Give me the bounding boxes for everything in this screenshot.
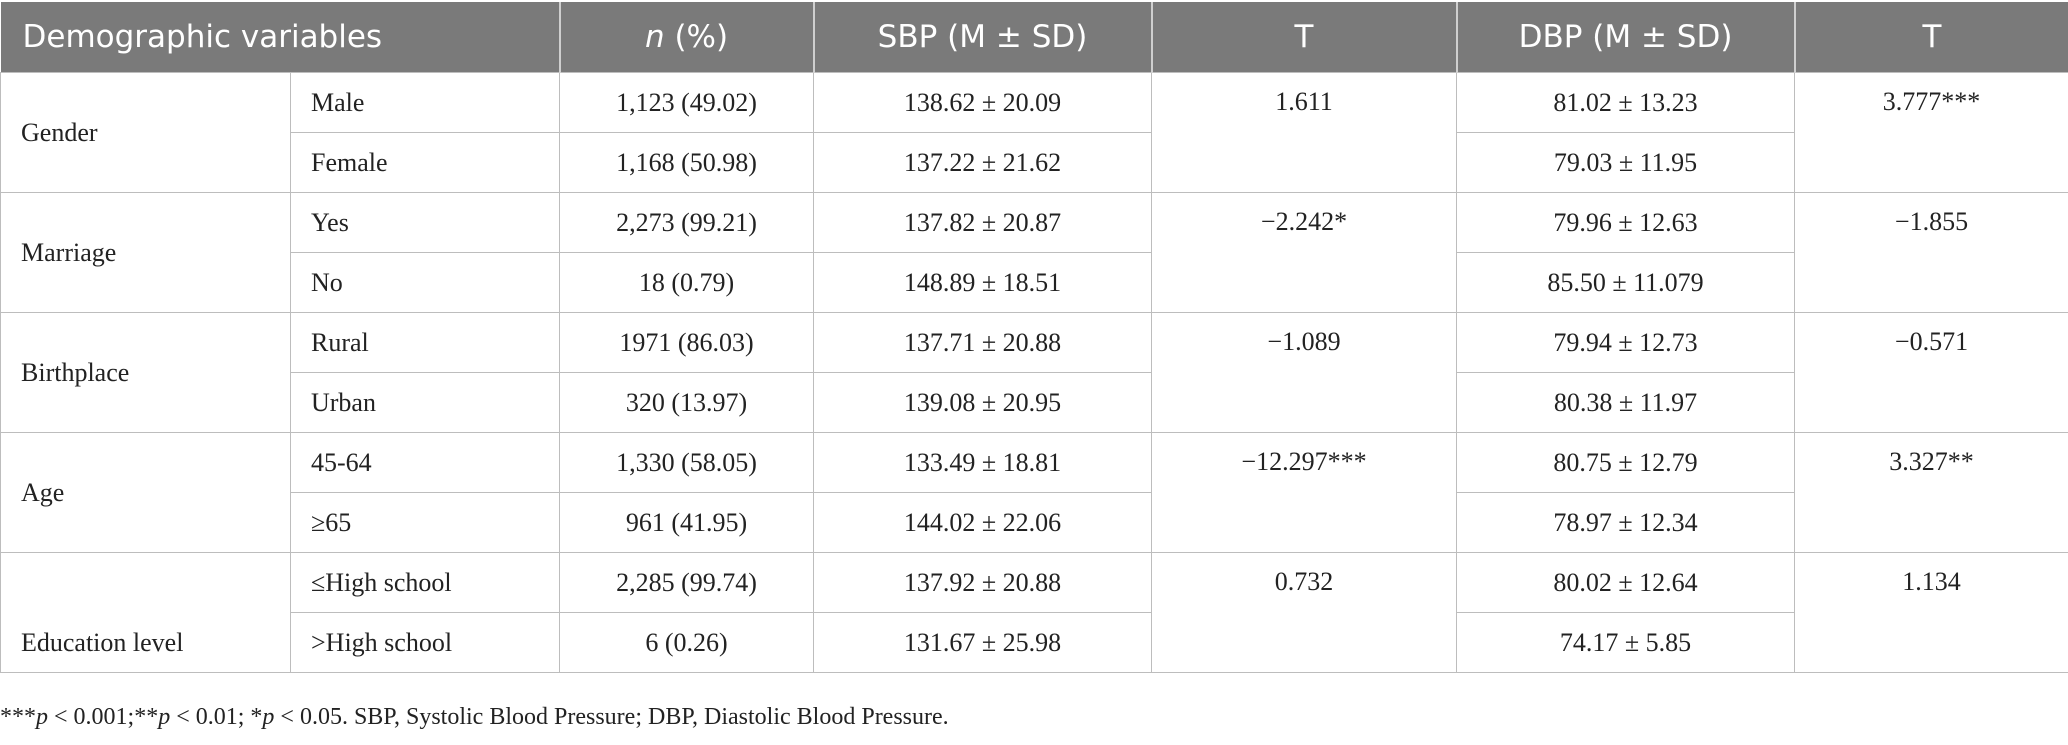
group-label: Birthplace xyxy=(0,312,291,433)
level-cell: Rural xyxy=(289,312,561,373)
sbp-cell: 131.67 ± 25.98 xyxy=(813,612,1153,673)
footnote-abbreviations: < 0.05. SBP, Systolic Blood Pressure; DB… xyxy=(274,704,949,730)
n-cell: 1,168 (50.98) xyxy=(559,132,815,193)
header-t-dbp: T xyxy=(1794,2,2068,73)
sbp-cell: 144.02 ± 22.06 xyxy=(813,492,1153,553)
footnote-sig3: < 0.01; * xyxy=(170,704,263,730)
level-cell: Female xyxy=(289,132,561,193)
sbp-cell: 139.08 ± 20.95 xyxy=(813,372,1153,433)
n-cell: 320 (13.97) xyxy=(559,372,815,433)
dbp-cell: 79.94 ± 12.73 xyxy=(1456,312,1796,373)
level-cell: Yes xyxy=(289,192,561,253)
dbp-cell: 79.96 ± 12.63 xyxy=(1456,192,1796,253)
sbp-cell: 138.62 ± 20.09 xyxy=(813,72,1153,133)
group-label: Age xyxy=(0,432,291,553)
sbp-cell: 137.22 ± 21.62 xyxy=(813,132,1153,193)
t-dbp-cell: 1.134 xyxy=(1794,552,2068,673)
table-row: Birthplace Rural 1971 (86.03) 137.71 ± 2… xyxy=(0,312,2068,433)
demographics-table: Demographic variables n (%) SBP (M ± SD)… xyxy=(0,2,2068,673)
footnote-sig1: *** xyxy=(0,704,36,730)
table-row: Education level ≤High school 2,285 (99.7… xyxy=(0,552,2068,673)
t-sbp-cell: −1.089 xyxy=(1151,312,1458,433)
dbp-cell: 80.75 ± 12.79 xyxy=(1456,432,1796,493)
header-demographic: Demographic variables xyxy=(0,2,561,73)
level-cell: 45-64 xyxy=(289,432,561,493)
dbp-cell: 81.02 ± 13.23 xyxy=(1456,72,1796,133)
dbp-cell: 85.50 ± 11.079 xyxy=(1456,252,1796,313)
group-label: Education level xyxy=(0,552,291,673)
sbp-cell: 137.82 ± 20.87 xyxy=(813,192,1153,253)
dbp-cell: 79.03 ± 11.95 xyxy=(1456,132,1796,193)
header-n-percent: (%) xyxy=(664,19,729,55)
level-cell: ≤High school xyxy=(289,552,561,613)
n-cell: 2,273 (99.21) xyxy=(559,192,815,253)
n-cell: 2,285 (99.74) xyxy=(559,552,815,613)
level-cell: >High school xyxy=(289,612,561,673)
footnote-sig2: < 0.001;** xyxy=(48,704,159,730)
t-sbp-cell: −2.242* xyxy=(1151,192,1458,313)
header-n-italic: n xyxy=(644,19,665,55)
t-dbp-cell: −0.571 xyxy=(1794,312,2068,433)
group-label: Gender xyxy=(0,72,291,193)
t-sbp-cell: 0.732 xyxy=(1151,552,1458,673)
table-footnote: ***p < 0.001;**p < 0.01; *p < 0.05. SBP,… xyxy=(0,704,949,731)
sbp-cell: 133.49 ± 18.81 xyxy=(813,432,1153,493)
group-label: Marriage xyxy=(0,192,291,313)
dbp-cell: 80.02 ± 12.64 xyxy=(1456,552,1796,613)
n-cell: 6 (0.26) xyxy=(559,612,815,673)
level-cell: Urban xyxy=(289,372,561,433)
sbp-cell: 137.92 ± 20.88 xyxy=(813,552,1153,613)
n-cell: 1971 (86.03) xyxy=(559,312,815,373)
footnote-p: p xyxy=(158,704,171,730)
header-n: n (%) xyxy=(559,2,815,73)
n-cell: 961 (41.95) xyxy=(559,492,815,553)
table-row: No 18 (0.79) 148.89 ± 18.51 85.50 ± 11.0… xyxy=(1,252,2068,313)
header-dbp: DBP (M ± SD) xyxy=(1456,2,1796,73)
footnote-p: p xyxy=(36,704,48,730)
dbp-cell: 80.38 ± 11.97 xyxy=(1456,372,1796,433)
t-sbp-cell: −12.297*** xyxy=(1151,432,1458,553)
sbp-cell: 148.89 ± 18.51 xyxy=(813,252,1153,313)
table-row: Gender Male 1,123 (49.02) 138.62 ± 20.09… xyxy=(0,72,2068,193)
table-row: Urban 320 (13.97) 139.08 ± 20.95 80.38 ±… xyxy=(1,372,2068,433)
n-cell: 1,123 (49.02) xyxy=(559,72,815,133)
table-row: Age 45-64 1,330 (58.05) 133.49 ± 18.81 −… xyxy=(0,432,2068,553)
t-dbp-cell: 3.327** xyxy=(1794,432,2068,553)
table-row: Female 1,168 (50.98) 137.22 ± 21.62 79.0… xyxy=(1,132,2068,193)
header-sbp: SBP (M ± SD) xyxy=(813,2,1153,73)
dbp-cell: 78.97 ± 12.34 xyxy=(1456,492,1796,553)
level-cell: No xyxy=(289,252,561,313)
header-t-sbp: T xyxy=(1151,2,1458,73)
level-cell: ≥65 xyxy=(289,492,561,553)
footnote-p: p xyxy=(262,704,275,730)
t-dbp-cell: 3.777*** xyxy=(1794,72,2068,193)
table-row: >High school 6 (0.26) 131.67 ± 25.98 74.… xyxy=(1,612,2068,673)
level-cell: Male xyxy=(289,72,561,133)
n-cell: 18 (0.79) xyxy=(559,252,815,313)
t-dbp-cell: −1.855 xyxy=(1794,192,2068,313)
dbp-cell: 74.17 ± 5.85 xyxy=(1456,612,1796,673)
t-sbp-cell: 1.611 xyxy=(1151,72,1458,193)
sbp-cell: 137.71 ± 20.88 xyxy=(813,312,1153,373)
table-row: Marriage Yes 2,273 (99.21) 137.82 ± 20.8… xyxy=(0,192,2068,313)
header-row: Demographic variables n (%) SBP (M ± SD)… xyxy=(0,2,2068,73)
table-row: ≥65 961 (41.95) 144.02 ± 22.06 78.97 ± 1… xyxy=(1,492,2068,553)
n-cell: 1,330 (58.05) xyxy=(559,432,815,493)
